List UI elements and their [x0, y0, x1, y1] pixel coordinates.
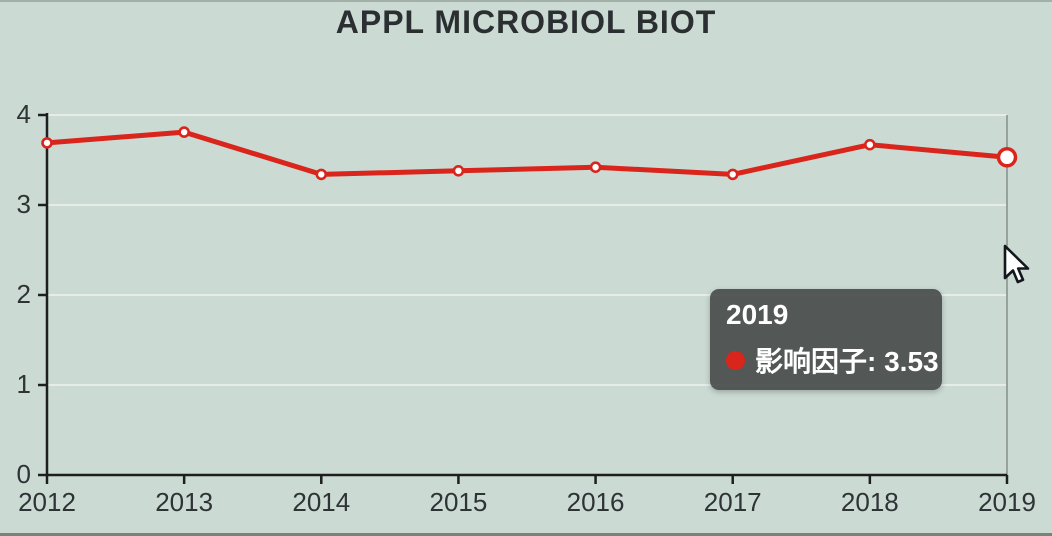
- data-point[interactable]: [864, 138, 876, 151]
- y-tick-label: 1: [16, 369, 31, 399]
- x-tick-label: 2017: [703, 487, 762, 517]
- data-point[interactable]: [41, 137, 53, 149]
- y-tick-label: 2: [16, 279, 31, 309]
- x-tick-label: 2013: [155, 487, 214, 517]
- tooltip-year: 2019: [726, 299, 789, 330]
- tooltip: 2019 影响因子: 3.53: [710, 289, 942, 390]
- data-point[interactable]: [315, 168, 328, 181]
- x-tick-label: 2015: [429, 487, 488, 517]
- data-point[interactable]: [726, 168, 739, 181]
- arrow-pointer-icon: [1003, 244, 1030, 284]
- tooltip-row: 影响因子: 3.53: [726, 340, 942, 380]
- x-tick-label: 2014: [292, 487, 351, 517]
- data-point[interactable]: [178, 126, 190, 138]
- data-point-highlighted[interactable]: [996, 147, 1018, 168]
- series-dot-icon: [726, 350, 745, 370]
- tooltip-value: 影响因子: 3.53: [755, 346, 939, 377]
- y-tick-label: 0: [16, 459, 31, 489]
- bottom-edge-divider: [0, 533, 1052, 536]
- x-tick-label: 2018: [840, 487, 899, 517]
- x-tick-label: 2012: [18, 487, 76, 517]
- chart-title: APPL MICROBIOL BIOT: [335, 4, 717, 40]
- y-tick-label: 4: [16, 99, 31, 129]
- top-edge-divider: [0, 0, 1052, 2]
- y-tick-label: 3: [16, 189, 31, 219]
- x-tick-label: 2019: [978, 487, 1036, 517]
- data-point[interactable]: [589, 161, 602, 173]
- series-line: [44, 129, 1010, 177]
- x-tick-label: 2016: [566, 487, 625, 517]
- data-point[interactable]: [452, 165, 465, 177]
